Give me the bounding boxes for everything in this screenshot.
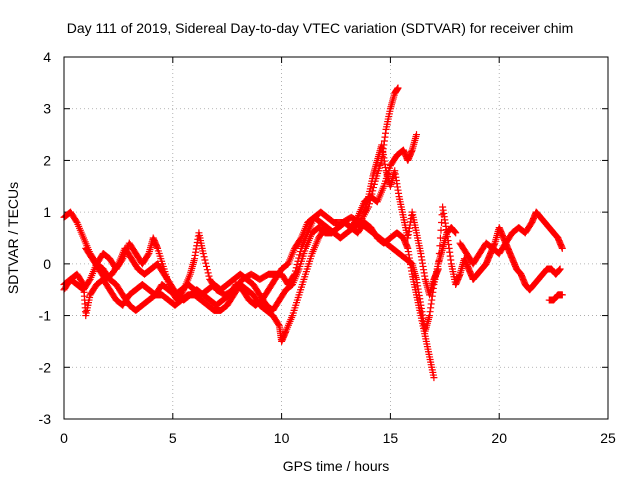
data-point	[437, 226, 445, 234]
grid	[64, 57, 608, 419]
axis-ticks: 0 5 10 15 20 25 -3 -2 -1 0 1 2 3 4	[39, 49, 616, 446]
data-point	[394, 84, 402, 92]
data-point	[296, 248, 304, 256]
series-track-2	[60, 131, 421, 345]
data-point	[413, 131, 421, 139]
series-track-6	[456, 208, 566, 268]
data-markers	[60, 84, 566, 382]
data-point	[435, 257, 443, 265]
y-tick-label: 2	[43, 152, 51, 168]
data-point	[144, 251, 152, 259]
y-tick-label: 4	[43, 49, 51, 65]
data-point	[436, 234, 444, 242]
chart-title: Day 111 of 2019, Sidereal Day-to-day VTE…	[67, 20, 574, 36]
data-point	[199, 250, 207, 258]
y-tick-label: 3	[43, 101, 51, 117]
x-tick-label: 25	[600, 430, 616, 446]
data-point	[205, 272, 213, 280]
series-track-4	[82, 213, 460, 335]
data-point	[202, 259, 210, 267]
plot-frame	[63, 56, 609, 420]
data-point	[204, 269, 212, 277]
data-point	[203, 266, 211, 274]
x-tick-label: 20	[491, 430, 507, 446]
data-point	[296, 251, 304, 259]
x-axis-label: GPS time / hours	[283, 458, 390, 474]
y-tick-label: 1	[43, 204, 51, 220]
x-tick-label: 15	[383, 430, 399, 446]
data-point	[435, 250, 443, 258]
y-tick-label: 0	[43, 256, 51, 272]
y-tick-label: -2	[39, 359, 52, 375]
series-track-7	[545, 291, 566, 304]
data-point	[296, 235, 304, 243]
data-point	[114, 261, 122, 269]
data-point	[556, 265, 564, 273]
y-axis-label: SDTVAR / TECUs	[5, 182, 21, 294]
data-point	[79, 279, 87, 287]
x-tick-label: 0	[60, 430, 68, 446]
data-point	[558, 291, 566, 299]
data-point	[201, 256, 209, 264]
data-point	[558, 244, 566, 252]
data-point	[72, 217, 80, 225]
y-tick-label: -3	[39, 411, 52, 427]
data-point	[452, 229, 460, 237]
data-point	[436, 242, 444, 250]
x-tick-label: 10	[274, 430, 290, 446]
data-point	[85, 277, 93, 285]
y-tick-label: -1	[39, 308, 52, 324]
data-point	[203, 262, 211, 270]
data-point	[430, 374, 438, 382]
data-point	[275, 321, 283, 329]
data-point	[434, 265, 442, 273]
data-point	[200, 253, 208, 261]
x-tick-label: 5	[169, 430, 177, 446]
series-track-5	[360, 141, 564, 299]
